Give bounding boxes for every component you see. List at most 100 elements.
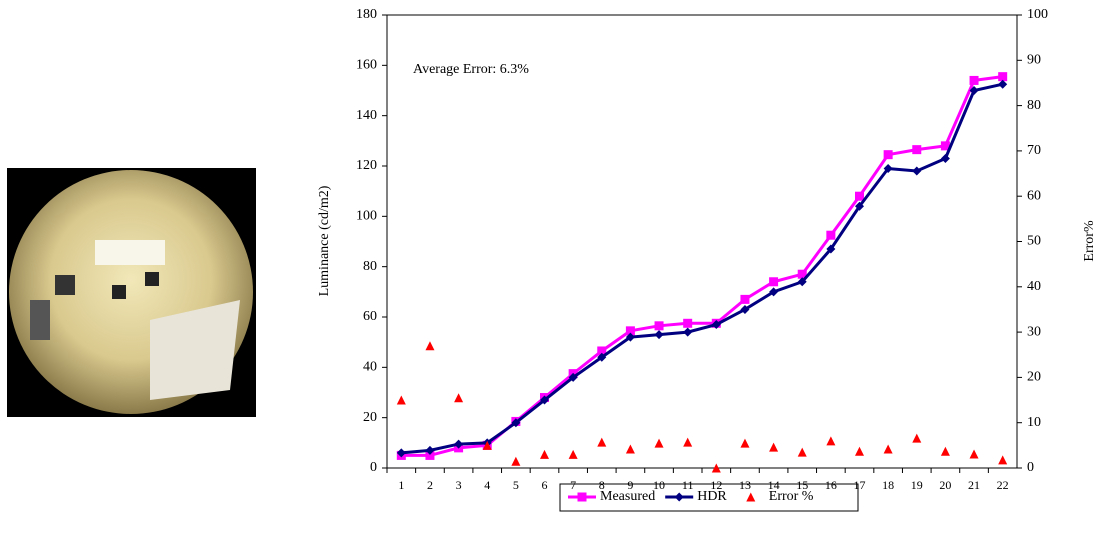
marker: [625, 332, 635, 342]
marker: [454, 439, 464, 449]
marker: [998, 72, 1008, 82]
marker: [998, 455, 1008, 465]
y2-tick-label: 0: [1027, 460, 1034, 475]
marker: [769, 442, 779, 452]
marker: [740, 438, 750, 448]
marker: [912, 145, 922, 155]
marker: [540, 449, 549, 459]
legend-label: Error %: [769, 489, 814, 504]
marker: [969, 449, 979, 459]
marker: [482, 440, 492, 450]
x-tick-label: 12: [710, 478, 722, 492]
marker: [969, 86, 979, 95]
y2-tick-label: 30: [1027, 324, 1041, 339]
marker: [568, 449, 578, 459]
marker: [940, 153, 950, 163]
x-tick-label: 3: [456, 478, 462, 492]
y-tick-label: 60: [363, 309, 377, 324]
marker: [396, 448, 406, 458]
marker: [683, 327, 693, 337]
marker: [769, 277, 779, 287]
x-tick-label: 10: [653, 478, 665, 492]
legend-label: Measured: [600, 489, 655, 504]
y2-tick-label: 100: [1027, 7, 1048, 22]
marker: [597, 437, 607, 447]
marker: [912, 433, 922, 443]
marker: [425, 341, 435, 351]
y-tick-label: 40: [363, 360, 377, 375]
x-tick-label: 16: [825, 478, 837, 492]
x-tick-label: 9: [627, 478, 633, 492]
marker: [396, 395, 406, 405]
y2-axis-title: Error%: [1082, 220, 1097, 262]
marker: [746, 492, 756, 502]
marker: [912, 166, 922, 176]
y2-tick-label: 40: [1027, 279, 1041, 294]
marker: [826, 244, 836, 254]
x-tick-label: 2: [427, 478, 433, 492]
marker: [683, 318, 693, 328]
x-tick-label: 5: [513, 478, 519, 492]
y2-tick-label: 80: [1027, 98, 1041, 113]
x-tick-label: 11: [682, 478, 694, 492]
marker: [597, 346, 607, 356]
x-tick-label: 14: [768, 478, 780, 492]
y2-tick-label: 70: [1027, 143, 1041, 158]
marker: [597, 352, 607, 362]
marker: [511, 418, 521, 428]
x-tick-label: 4: [484, 478, 490, 492]
series-line: [401, 82, 1004, 455]
marker: [654, 321, 664, 331]
y2-tick-label: 60: [1027, 188, 1041, 203]
y-tick-label: 160: [356, 58, 377, 73]
series-line: [401, 75, 1003, 457]
marker: [883, 150, 893, 160]
y-tick-label: 0: [370, 460, 377, 475]
marker: [797, 277, 807, 287]
marker: [540, 395, 549, 405]
marker: [425, 445, 435, 455]
marker: [625, 444, 635, 454]
marker: [998, 79, 1008, 89]
marker: [883, 444, 893, 454]
marker: [711, 463, 721, 473]
marker: [855, 201, 864, 211]
marker: [740, 304, 750, 314]
marker: [654, 330, 664, 340]
y-tick-label: 180: [356, 7, 377, 22]
x-tick-label: 19: [911, 478, 923, 492]
y-tick-label: 20: [363, 410, 377, 425]
marker: [511, 456, 521, 466]
marker: [940, 446, 950, 456]
x-tick-label: 7: [570, 478, 576, 492]
marker: [826, 230, 836, 240]
x-tick-label: 18: [882, 478, 894, 492]
legend-label: HDR: [697, 489, 727, 504]
marker: [969, 75, 979, 85]
marker: [883, 164, 893, 174]
marker: [425, 450, 435, 460]
marker: [740, 294, 750, 304]
marker: [454, 393, 464, 403]
marker: [654, 438, 664, 448]
y-axis-title: Luminance (cd/m2): [317, 185, 332, 296]
x-tick-label: 6: [542, 478, 548, 492]
y-tick-label: 140: [356, 108, 377, 123]
legend-box: [559, 483, 859, 512]
marker: [797, 447, 807, 457]
marker: [625, 326, 635, 336]
y-tick-label: 120: [356, 158, 377, 173]
marker: [855, 191, 864, 201]
marker: [577, 492, 587, 502]
x-tick-label: 20: [939, 478, 951, 492]
marker: [674, 492, 684, 502]
marker: [683, 437, 693, 447]
marker: [940, 141, 950, 151]
x-tick-label: 22: [997, 478, 1009, 492]
x-tick-label: 17: [854, 478, 866, 492]
annotation: Average Error: 6.3%: [413, 62, 529, 77]
x-tick-label: 15: [796, 478, 808, 492]
y2-tick-label: 10: [1027, 415, 1041, 430]
